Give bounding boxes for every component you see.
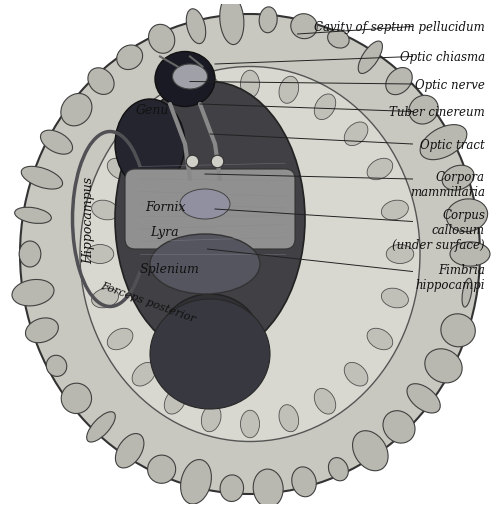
Text: Optic tract: Optic tract	[420, 138, 485, 151]
Ellipse shape	[220, 0, 244, 45]
FancyBboxPatch shape	[125, 169, 295, 249]
Ellipse shape	[425, 349, 462, 383]
Ellipse shape	[40, 131, 72, 155]
Ellipse shape	[420, 125, 467, 160]
Ellipse shape	[383, 411, 415, 443]
Ellipse shape	[150, 299, 270, 409]
Ellipse shape	[46, 356, 67, 377]
Ellipse shape	[19, 242, 41, 267]
Text: Corpus
callosum
(under surface): Corpus callosum (under surface)	[392, 208, 485, 251]
Ellipse shape	[180, 460, 212, 504]
Ellipse shape	[88, 69, 114, 95]
Ellipse shape	[164, 389, 186, 414]
Ellipse shape	[344, 123, 368, 146]
Ellipse shape	[240, 410, 260, 438]
Ellipse shape	[92, 289, 118, 308]
Ellipse shape	[367, 159, 392, 180]
Ellipse shape	[314, 389, 336, 414]
Ellipse shape	[26, 318, 58, 343]
Ellipse shape	[382, 289, 408, 308]
Ellipse shape	[86, 412, 116, 442]
Ellipse shape	[14, 208, 52, 224]
Ellipse shape	[92, 201, 118, 220]
Text: Lyra: Lyra	[150, 225, 180, 239]
Ellipse shape	[240, 71, 260, 99]
Text: Forceps posterior: Forceps posterior	[98, 280, 196, 324]
Ellipse shape	[202, 405, 221, 432]
Ellipse shape	[108, 159, 133, 180]
Ellipse shape	[115, 82, 305, 357]
Ellipse shape	[86, 245, 114, 264]
Ellipse shape	[279, 405, 298, 432]
Ellipse shape	[253, 469, 283, 507]
Ellipse shape	[344, 363, 368, 386]
Ellipse shape	[352, 431, 388, 471]
Ellipse shape	[314, 95, 336, 120]
Ellipse shape	[21, 167, 62, 190]
Text: Optic chiasma: Optic chiasma	[400, 51, 485, 64]
Ellipse shape	[409, 96, 438, 125]
Text: Fornix: Fornix	[145, 201, 185, 214]
Ellipse shape	[211, 156, 224, 168]
Text: Hippocampus: Hippocampus	[82, 176, 96, 263]
Ellipse shape	[220, 475, 244, 501]
Ellipse shape	[462, 279, 472, 307]
Ellipse shape	[407, 384, 440, 413]
Ellipse shape	[328, 458, 348, 481]
Ellipse shape	[116, 46, 142, 70]
Ellipse shape	[108, 329, 133, 350]
Ellipse shape	[12, 280, 54, 306]
Text: Optic nerve: Optic nerve	[415, 78, 485, 91]
Text: Genu: Genu	[136, 103, 169, 116]
Ellipse shape	[382, 201, 408, 220]
Ellipse shape	[386, 68, 412, 96]
Ellipse shape	[155, 52, 215, 107]
Ellipse shape	[150, 235, 260, 294]
Ellipse shape	[441, 314, 476, 347]
Ellipse shape	[446, 200, 488, 232]
Ellipse shape	[442, 166, 474, 191]
Text: Cavity of septum pellucidum: Cavity of septum pellucidum	[314, 21, 485, 34]
Ellipse shape	[160, 294, 260, 384]
Ellipse shape	[386, 245, 414, 264]
Ellipse shape	[259, 8, 277, 34]
Ellipse shape	[148, 455, 176, 484]
Ellipse shape	[115, 100, 185, 190]
Ellipse shape	[80, 67, 420, 442]
Text: Tuber cinereum: Tuber cinereum	[389, 106, 485, 119]
Text: Corpora
mammillaria: Corpora mammillaria	[410, 171, 485, 199]
Ellipse shape	[61, 383, 92, 414]
Ellipse shape	[116, 434, 144, 468]
Ellipse shape	[148, 25, 174, 54]
Ellipse shape	[132, 363, 156, 386]
Ellipse shape	[450, 242, 490, 267]
Ellipse shape	[172, 65, 208, 90]
Ellipse shape	[61, 94, 92, 127]
Ellipse shape	[202, 77, 221, 104]
Ellipse shape	[132, 123, 156, 146]
Ellipse shape	[186, 10, 206, 44]
Ellipse shape	[328, 31, 349, 49]
Ellipse shape	[291, 15, 317, 40]
Ellipse shape	[180, 190, 230, 219]
Ellipse shape	[186, 156, 198, 168]
Ellipse shape	[358, 42, 382, 74]
Text: Splenium: Splenium	[140, 263, 200, 276]
Text: Fimbria
hippocampi: Fimbria hippocampi	[416, 263, 485, 291]
Ellipse shape	[20, 15, 480, 494]
Ellipse shape	[164, 95, 186, 120]
Ellipse shape	[292, 467, 316, 497]
Ellipse shape	[367, 329, 392, 350]
Ellipse shape	[279, 77, 298, 104]
